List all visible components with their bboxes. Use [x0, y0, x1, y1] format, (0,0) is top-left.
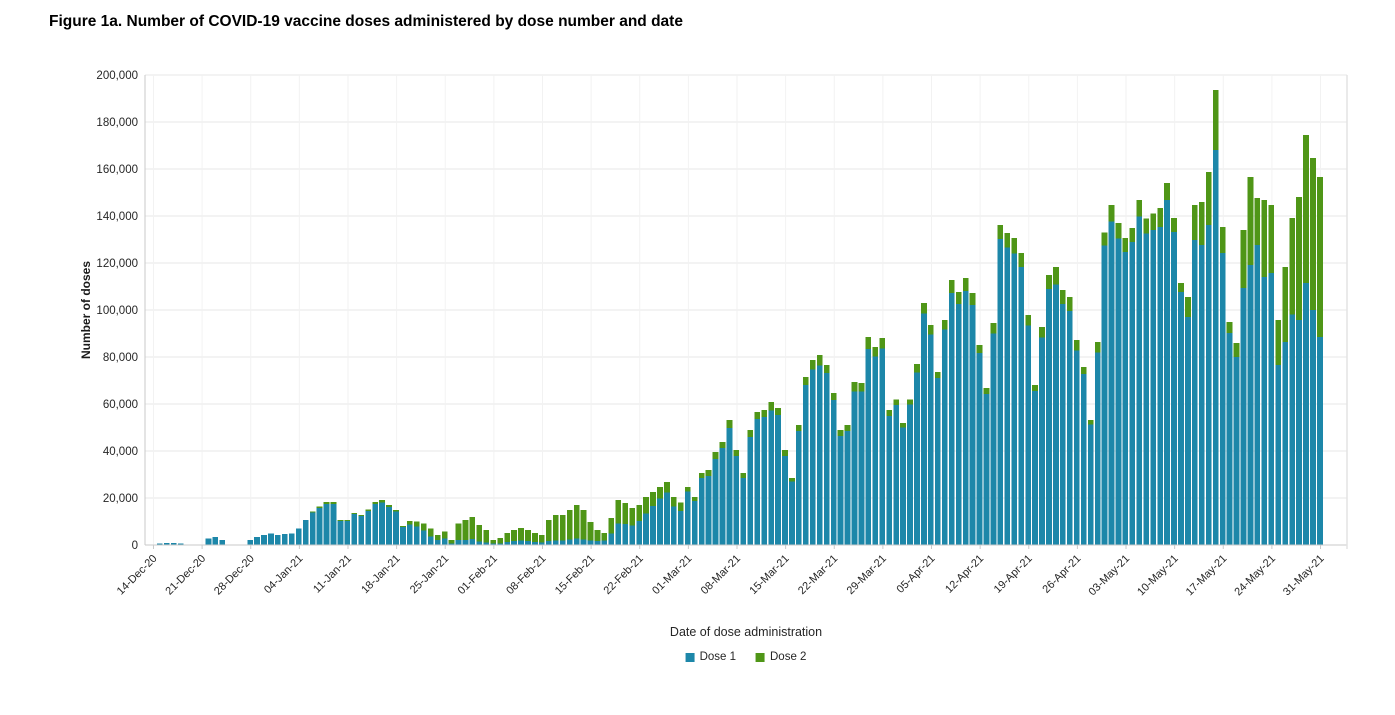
svg-text:12-Apr-21: 12-Apr-21	[943, 553, 986, 596]
svg-text:15-Mar-21: 15-Mar-21	[747, 553, 791, 597]
svg-text:15-Feb-21: 15-Feb-21	[553, 553, 597, 597]
svg-text:08-Feb-21: 08-Feb-21	[504, 553, 548, 597]
svg-text:22-Feb-21: 22-Feb-21	[601, 553, 645, 597]
svg-text:04-Jan-21: 04-Jan-21	[262, 553, 306, 597]
svg-text:140,000: 140,000	[96, 211, 138, 223]
x-axis-title: Date of dose administration	[669, 625, 823, 639]
axis-lines	[144, 75, 1348, 549]
svg-text:160,000: 160,000	[96, 164, 138, 176]
x-tick-marks	[152, 545, 1322, 549]
svg-text:31-May-21: 31-May-21	[1281, 553, 1327, 599]
svg-text:100,000: 100,000	[96, 305, 138, 317]
svg-text:08-Mar-21: 08-Mar-21	[699, 553, 743, 597]
svg-text:28-Dec-20: 28-Dec-20	[212, 553, 257, 598]
y-axis-title: Number of doses	[79, 260, 93, 360]
svg-text:80,000: 80,000	[103, 352, 138, 364]
legend-item-dose1: Dose 1	[685, 651, 736, 663]
legend: Dose 1 Dose 2	[685, 651, 806, 663]
svg-text:25-Jan-21: 25-Jan-21	[408, 553, 452, 597]
svg-text:60,000: 60,000	[103, 399, 138, 411]
svg-text:120,000: 120,000	[96, 258, 138, 270]
svg-text:17-May-21: 17-May-21	[1184, 553, 1230, 599]
svg-text:22-Mar-21: 22-Mar-21	[796, 553, 840, 597]
svg-text:200,000: 200,000	[96, 70, 138, 82]
legend-label-dose2: Dose 2	[770, 651, 807, 663]
svg-text:19-Apr-21: 19-Apr-21	[992, 553, 1035, 596]
svg-text:24-May-21: 24-May-21	[1232, 553, 1278, 599]
dose2-bars	[309, 90, 1323, 544]
svg-text:01-Mar-21: 01-Mar-21	[650, 553, 694, 597]
svg-text:01-Feb-21: 01-Feb-21	[456, 553, 500, 597]
legend-swatch-dose2-icon	[756, 652, 765, 662]
x-tick-labels: 14-Dec-20 21-Dec-20 28-Dec-20 04-Jan-21 11-J…	[115, 553, 1327, 599]
svg-text:21-Dec-20: 21-Dec-20	[163, 553, 208, 598]
svg-text:29-Mar-21: 29-Mar-21	[845, 553, 889, 597]
legend-swatch-dose1-icon	[685, 652, 695, 662]
svg-text:40,000: 40,000	[103, 446, 138, 458]
figure-title: Figure 1a. Number of COVID-19 vaccine do…	[49, 13, 683, 30]
svg-text:20,000: 20,000	[103, 493, 138, 505]
svg-text:05-Apr-21: 05-Apr-21	[895, 553, 938, 596]
svg-text:14-Dec-20: 14-Dec-20	[115, 553, 160, 598]
svg-text:0: 0	[132, 540, 138, 552]
svg-text:180,000: 180,000	[96, 117, 138, 129]
svg-text:10-May-21: 10-May-21	[1135, 553, 1181, 599]
svg-text:26-Apr-21: 26-Apr-21	[1040, 553, 1083, 596]
y-tick-labels: 0 20,000 40,000 60,000 80,000 100,000 120,000 1…	[96, 70, 138, 552]
svg-text:11-Jan-21: 11-Jan-21	[311, 553, 354, 596]
legend-item-dose2: Dose 2	[756, 651, 806, 663]
dose1-bars	[150, 149, 1323, 546]
svg-text:03-May-21: 03-May-21	[1086, 553, 1132, 599]
legend-label-dose1: Dose 1	[699, 651, 736, 663]
svg-text:18-Jan-21: 18-Jan-21	[359, 553, 403, 597]
